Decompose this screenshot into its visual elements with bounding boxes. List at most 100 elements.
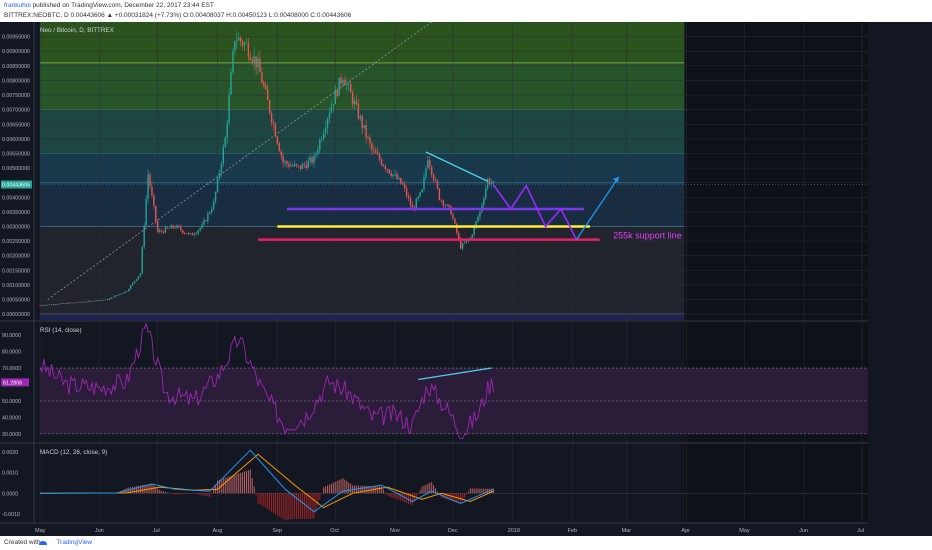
- macd-hist-bar: [350, 483, 352, 494]
- macd-hist-bar: [423, 485, 425, 494]
- candle-body: [137, 276, 140, 280]
- candle-body: [278, 143, 280, 152]
- macd-hist-bar: [390, 493, 392, 498]
- candle-body: [93, 301, 95, 302]
- macd-hist-bar: [315, 493, 317, 513]
- rsi-tick-label: 90.0000: [2, 333, 21, 339]
- candle-body: [380, 159, 383, 165]
- price-candles: [39, 30, 495, 307]
- macd-hist-bar: [139, 485, 141, 494]
- macd-hist-bar: [467, 491, 469, 494]
- candle-body: [488, 178, 491, 184]
- macd-hist-bar: [159, 490, 161, 494]
- macd-hist-bar: [182, 493, 184, 495]
- macd-hist-bar: [263, 493, 265, 507]
- candle-body: [131, 282, 134, 286]
- macd-hist-bar: [429, 482, 431, 494]
- macd-hist-bar: [226, 477, 228, 494]
- price-tick-label: 0.00850000: [2, 64, 30, 70]
- macd-hist-bar: [161, 490, 163, 494]
- macd-hist-bar: [301, 493, 303, 519]
- macd-hist-bar: [417, 493, 419, 495]
- candle-body: [257, 58, 259, 68]
- macd-hist-bar: [330, 483, 332, 494]
- chart-canvas[interactable]: 0.00950000 0.00900000 0.00850000 0.00800000…: [0, 22, 932, 536]
- candle-body: [373, 149, 375, 151]
- rsi-tick-label: 50.0000: [2, 399, 21, 405]
- candle-body: [158, 230, 161, 233]
- candle-body: [218, 172, 221, 179]
- macd-hist-bar: [290, 493, 292, 520]
- macd-hist-bar: [448, 493, 450, 501]
- macd-hist-bar: [278, 493, 280, 517]
- candle-body: [363, 125, 365, 128]
- candle-body: [45, 305, 47, 306]
- macd-hist-bar: [464, 493, 466, 498]
- macd-hist-bar: [485, 488, 487, 494]
- candle-body: [367, 137, 369, 138]
- candle-body: [87, 300, 89, 302]
- publisher-user[interactable]: frankuhoi: [4, 2, 31, 9]
- macd-hist-bar: [272, 493, 274, 513]
- candle-body: [313, 155, 315, 163]
- macd-hist-bar: [253, 486, 255, 494]
- macd-hist-bar: [299, 493, 301, 519]
- macd-hist-bar: [394, 493, 396, 499]
- time-tick-label: Nov: [390, 528, 400, 534]
- candle-body: [458, 232, 460, 239]
- macd-hist-bar: [180, 493, 182, 495]
- candle-body: [203, 220, 205, 225]
- candle-body: [334, 89, 336, 105]
- candle-body: [442, 200, 444, 206]
- candle-body: [319, 139, 321, 151]
- price-grid: 0.00950000 0.00900000 0.00850000 0.00800000…: [2, 35, 868, 318]
- last-price-label: 0.00443606: [2, 183, 30, 189]
- macd-hist-bar: [475, 488, 477, 494]
- candle-body: [153, 195, 155, 206]
- macd-tick-label: 0.0010: [2, 471, 18, 477]
- candle-body: [376, 153, 379, 155]
- macd-hist-bar: [303, 493, 305, 519]
- macd-hist-bar: [340, 479, 342, 494]
- time-tick-label: Mar: [622, 528, 632, 534]
- candle-body: [403, 184, 406, 189]
- candle-body: [438, 188, 441, 200]
- candle-body: [359, 116, 362, 119]
- publish-header: frankuhoi published on TradingView.com, …: [0, 0, 932, 22]
- price-tick-label: 0.00400000: [2, 195, 30, 201]
- macd-hist-bar: [261, 493, 263, 506]
- candle-body: [64, 303, 66, 304]
- macd-hist-bar: [452, 493, 454, 502]
- candle-body: [255, 56, 257, 68]
- candle-body: [91, 300, 93, 302]
- candle-body: [402, 183, 404, 185]
- price-tick-label: 0.00500000: [2, 166, 30, 172]
- candle-body: [155, 205, 157, 222]
- candle-body: [47, 304, 49, 306]
- candle-body: [238, 37, 240, 41]
- candle-body: [299, 165, 302, 169]
- macd-hist-bar: [367, 485, 369, 494]
- macd-hist-bar: [379, 486, 381, 494]
- candle-body: [199, 228, 201, 231]
- macd-hist-bar: [433, 485, 435, 494]
- candle-body: [139, 273, 142, 277]
- candle-body: [216, 178, 219, 192]
- tradingview-brand[interactable]: TradingView: [56, 539, 93, 546]
- price-tick-label: 0.00350000: [2, 210, 30, 216]
- candle-body: [434, 179, 437, 181]
- macd-hist-bar: [217, 480, 219, 494]
- macd-hist-bar: [361, 485, 363, 494]
- candle-body: [365, 125, 367, 138]
- tradingview-logo-icon: [39, 541, 47, 545]
- candle-body: [178, 225, 180, 228]
- candle-body: [151, 186, 153, 196]
- candle-body: [83, 301, 86, 303]
- candle-body: [70, 302, 72, 304]
- candle-body: [270, 112, 273, 123]
- candle-body: [180, 227, 182, 231]
- macd-hist-bar: [465, 493, 467, 495]
- macd-hist-bar: [342, 478, 344, 494]
- macd-hist-bar: [357, 485, 359, 494]
- candle-body: [415, 198, 417, 209]
